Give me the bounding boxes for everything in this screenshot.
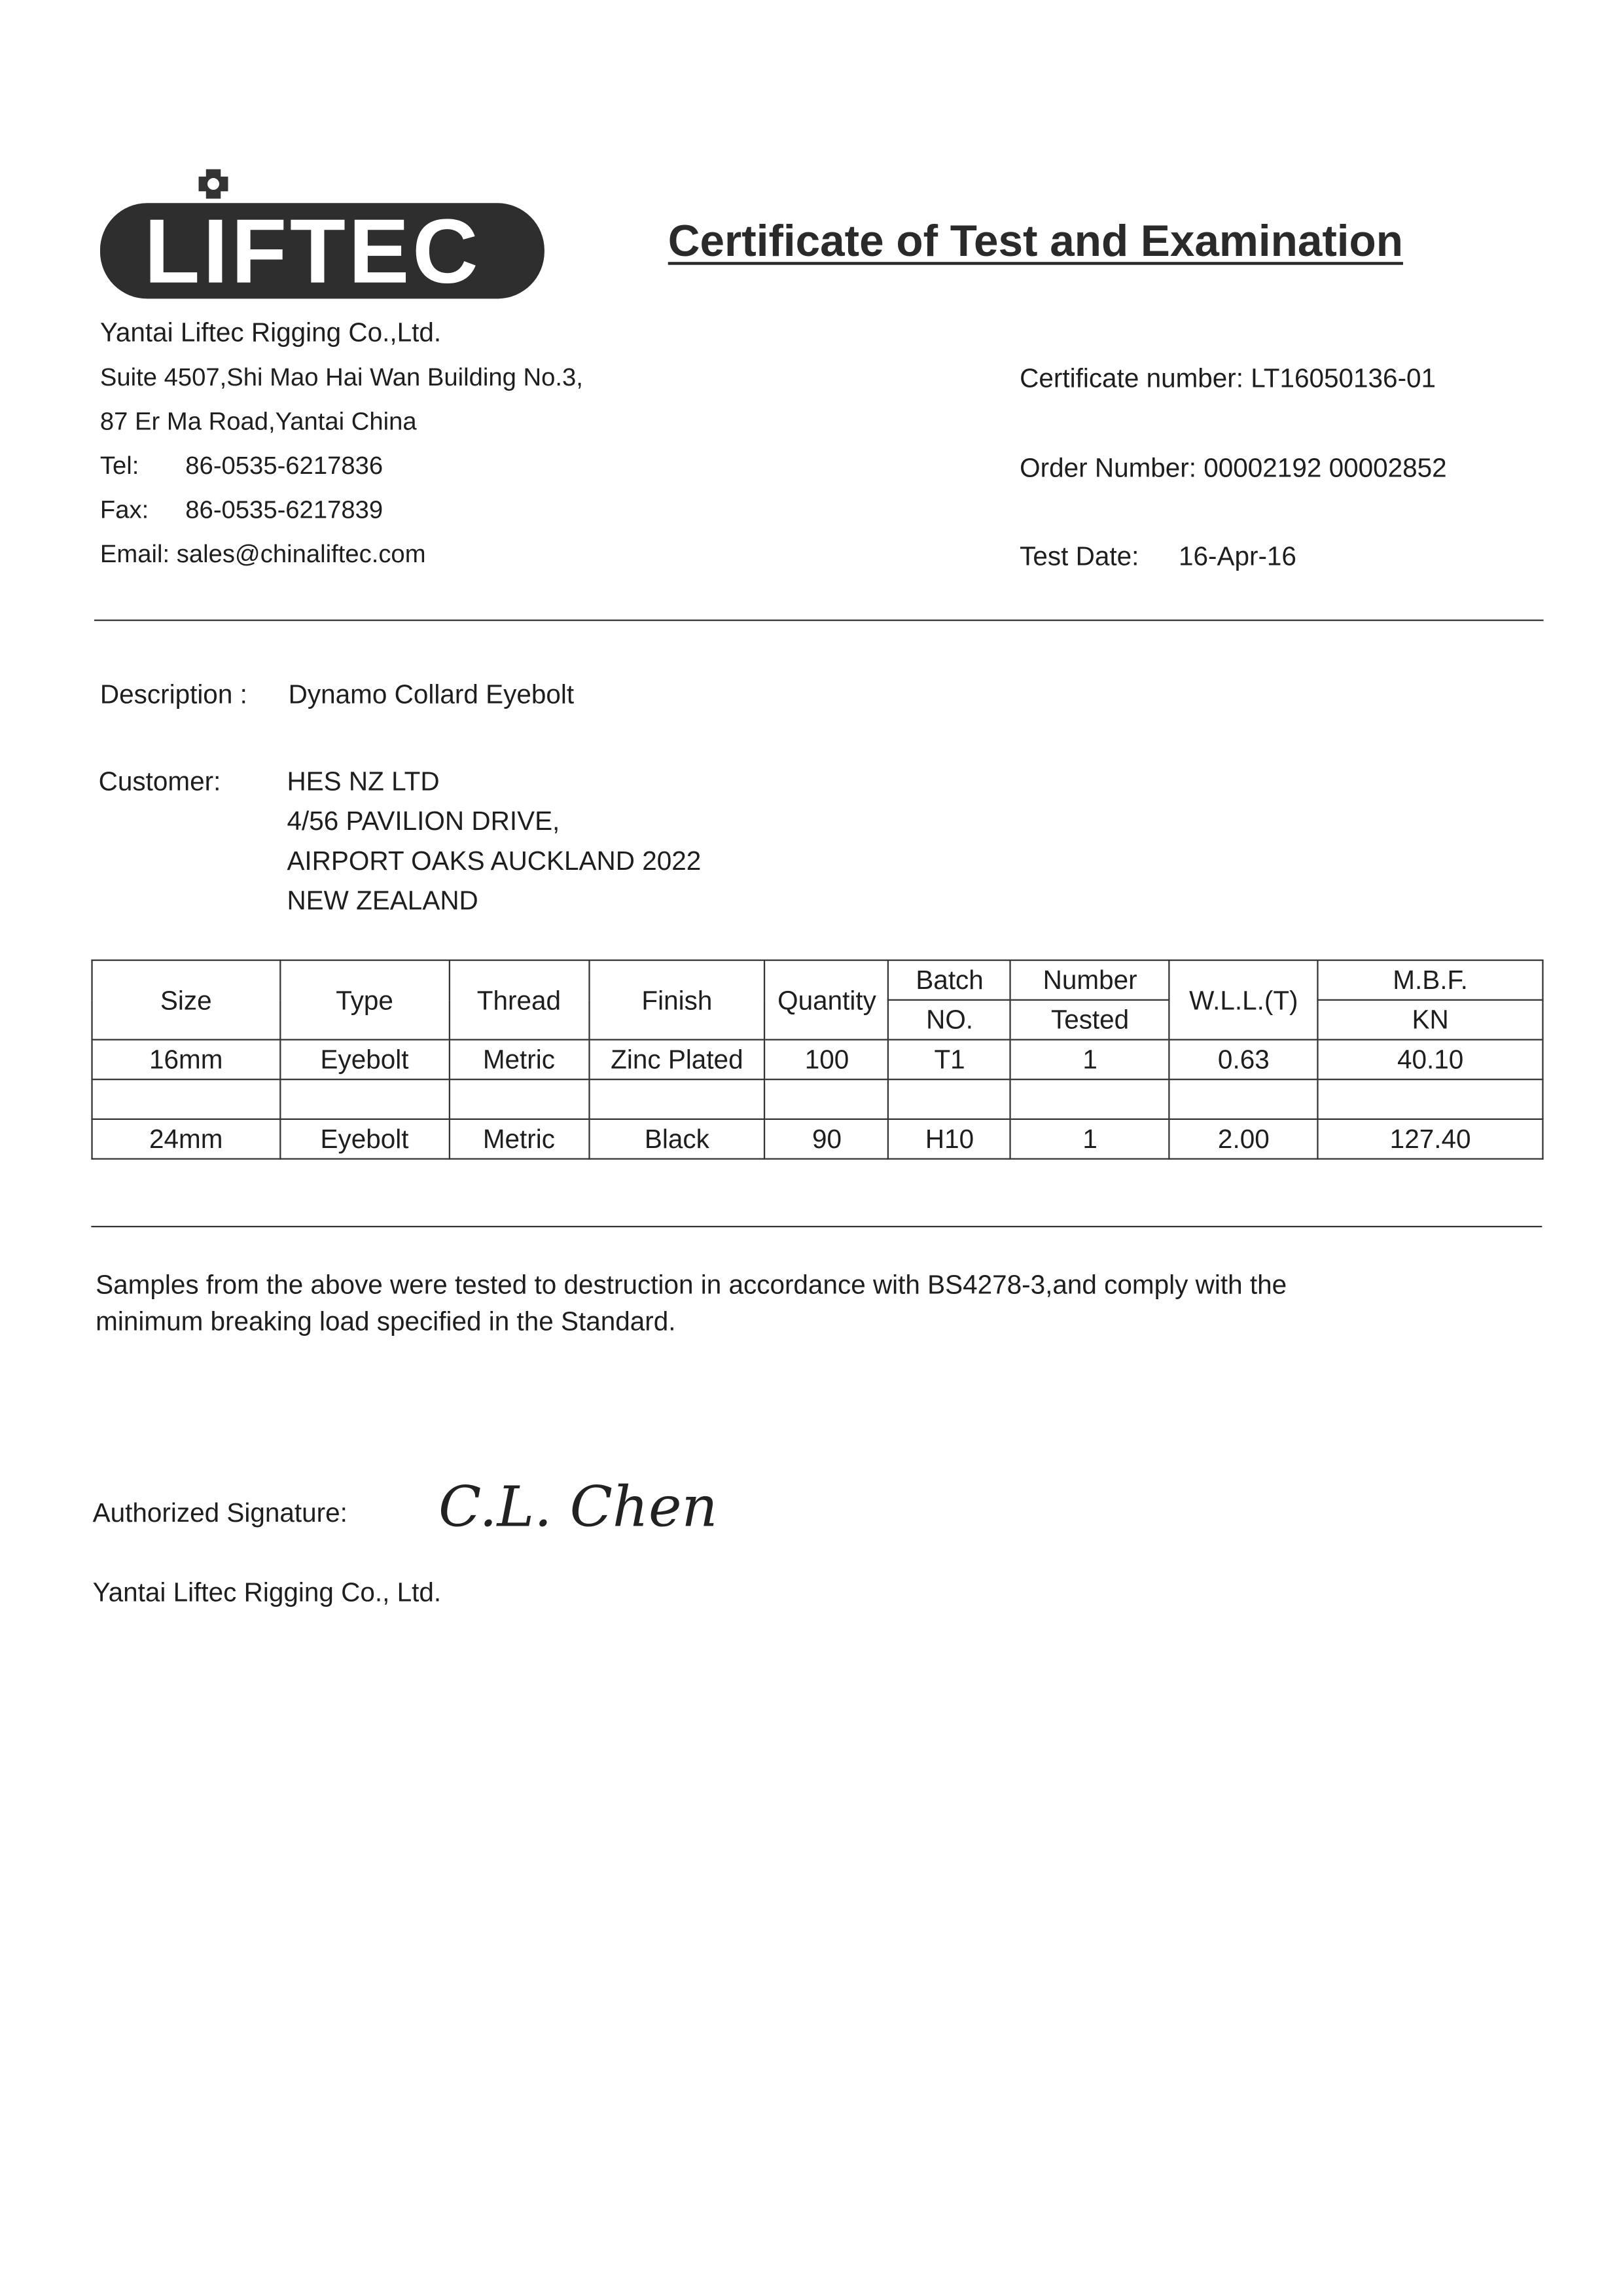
cell-type: Eyebolt [279, 1039, 450, 1081]
description-label: Description : [99, 679, 247, 709]
fax-value: 86-0535-6217839 [185, 495, 383, 524]
cell-batch: H10 [887, 1118, 1012, 1160]
cell-wll: 2.00 [1168, 1118, 1319, 1160]
cell-tested [1010, 1079, 1171, 1121]
page-title: Certificate of Test and Examination [668, 217, 1403, 266]
svg-text:LIFTEC: LIFTEC [144, 200, 481, 302]
certificate-number: Certificate number: LT16050136-01 [1020, 363, 1436, 393]
customer-line: HES NZ LTD [287, 766, 440, 797]
cell-thread: Metric [448, 1039, 590, 1081]
header-batch: Batch [887, 959, 1012, 1001]
divider [94, 619, 1544, 621]
test-date: 16-Apr-16 [1178, 541, 1296, 571]
signature-label: Authorized Signature: [92, 1498, 348, 1528]
header-number: Number [1010, 959, 1171, 1001]
header-batch-no: NO. [887, 999, 1012, 1041]
table-row: 24mm Eyebolt Metric Black 90 H10 1 2.00 … [91, 1118, 1544, 1160]
header-tested: Tested [1010, 999, 1171, 1041]
liftec-logo: LIFTEC [99, 169, 544, 302]
customer-label: Customer: [98, 766, 221, 797]
signature-company: Yantai Liftec Rigging Co., Ltd. [92, 1577, 442, 1607]
table-row: 16mm Eyebolt Metric Zinc Plated 100 T1 1… [91, 1039, 1544, 1081]
statement-line: minimum breaking load specified in the S… [96, 1306, 676, 1336]
cell-wll: 0.63 [1168, 1039, 1319, 1081]
description-value: Dynamo Collard Eyebolt [288, 679, 575, 709]
cell-size [91, 1079, 281, 1121]
header-quantity: Quantity [764, 959, 889, 1041]
order-number: Order Number: 00002192 00002852 [1020, 453, 1447, 483]
handwritten-signature: C.L. Chen [438, 1474, 718, 1539]
cell-quantity: 90 [764, 1118, 889, 1160]
cell-quantity [764, 1079, 889, 1121]
header-thread: Thread [448, 959, 590, 1041]
table-header-row: Size Type Thread Finish Quantity Batch N… [91, 959, 1544, 1041]
company-address-2: 87 Er Ma Road,Yantai China [99, 407, 417, 436]
header-type: Type [279, 959, 450, 1041]
cell-size: 16mm [91, 1039, 281, 1081]
table-row [91, 1079, 1544, 1121]
header-size: Size [91, 959, 281, 1041]
header-kn: KN [1317, 999, 1544, 1041]
cell-quantity: 100 [764, 1039, 889, 1081]
customer-line: NEW ZEALAND [287, 886, 478, 916]
header-finish: Finish [588, 959, 766, 1041]
cell-thread: Metric [448, 1118, 590, 1160]
header-mbf: M.B.F. [1317, 959, 1544, 1001]
cell-type [279, 1079, 450, 1121]
snowflake-icon [198, 169, 228, 199]
cell-batch: T1 [887, 1039, 1012, 1081]
cell-mbf: 40.10 [1317, 1039, 1544, 1081]
cell-mbf [1317, 1079, 1544, 1121]
cell-finish [588, 1079, 766, 1121]
customer-line: 4/56 PAVILION DRIVE, [287, 806, 560, 836]
cell-batch [887, 1079, 1012, 1121]
test-date-label: Test Date: [1020, 541, 1139, 571]
cell-finish: Zinc Plated [588, 1039, 766, 1081]
cell-finish: Black [588, 1118, 766, 1160]
cell-mbf: 127.40 [1317, 1118, 1544, 1160]
cell-type: Eyebolt [279, 1118, 450, 1160]
divider [91, 1225, 1543, 1228]
fax-label: Fax: [99, 495, 149, 524]
company-address-1: Suite 4507,Shi Mao Hai Wan Building No.3… [99, 363, 583, 392]
company-name: Yantai Liftec Rigging Co.,Ltd. [99, 317, 442, 348]
cell-tested: 1 [1010, 1039, 1171, 1081]
test-results-table: Size Type Thread Finish Quantity Batch N… [91, 959, 1544, 1160]
tel-label: Tel: [99, 452, 139, 480]
tel-value: 86-0535-6217836 [185, 452, 383, 480]
header-wll: W.L.L.(T) [1168, 959, 1319, 1041]
cell-tested: 1 [1010, 1118, 1171, 1160]
customer-line: AIRPORT OAKS AUCKLAND 2022 [287, 846, 702, 876]
email: Email: sales@chinaliftec.com [99, 540, 426, 568]
cell-thread [448, 1079, 590, 1121]
cell-wll [1168, 1079, 1319, 1121]
table-header-row: NO. Tested KN [92, 999, 1544, 1041]
statement-line: Samples from the above were tested to de… [96, 1270, 1287, 1300]
cell-size: 24mm [91, 1118, 281, 1160]
